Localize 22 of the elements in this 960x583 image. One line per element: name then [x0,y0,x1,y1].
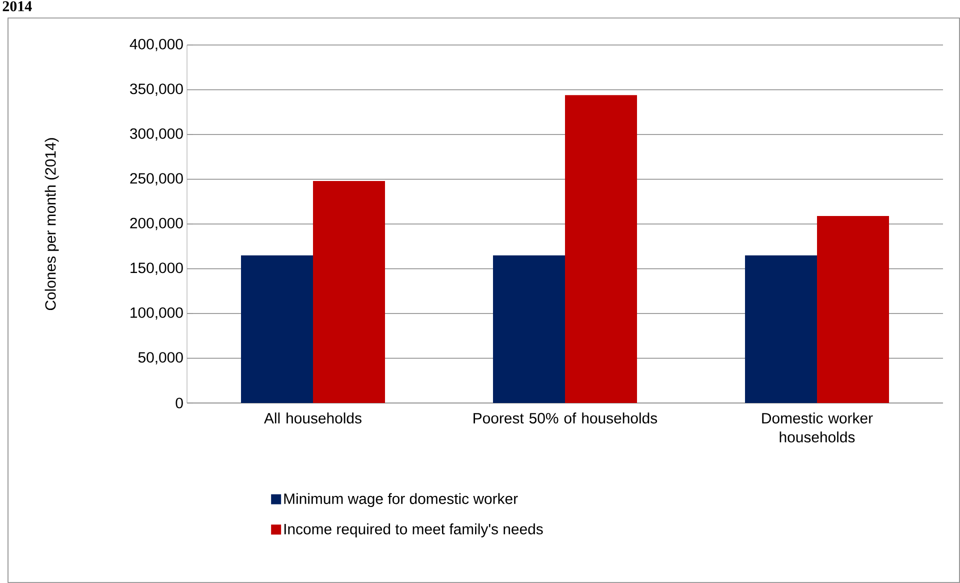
y-tick-label: 300,000 [130,128,183,141]
x-tick-label: Poorest 50% of households [474,412,658,424]
x-tick-label: All households [264,412,362,424]
bar [745,255,818,403]
legend-label: Income required to meet family's needs [284,523,543,538]
y-tick-label: 100,000 [130,307,183,320]
y-tick-label: 200,000 [130,218,183,230]
y-tick-label: 250,000 [130,173,183,186]
bar [241,255,314,403]
y-tick-label: 0 [176,398,183,408]
bar [313,181,386,403]
bar [493,255,566,403]
y-tick-label: 350,000 [130,84,183,96]
legend-label: Minimum wage for domestic worker [284,493,518,508]
x-tick-label: Domestic worker households [762,412,873,442]
y-tick-label: 50,000 [138,352,183,364]
bar [817,216,890,403]
y-tick-label: 400,000 [130,38,183,52]
text: 2014 [2,1,32,12]
y-tick-label: 150,000 [130,262,183,275]
bar [565,95,638,403]
y-axis-title: Colones per month (2014) [44,138,59,310]
